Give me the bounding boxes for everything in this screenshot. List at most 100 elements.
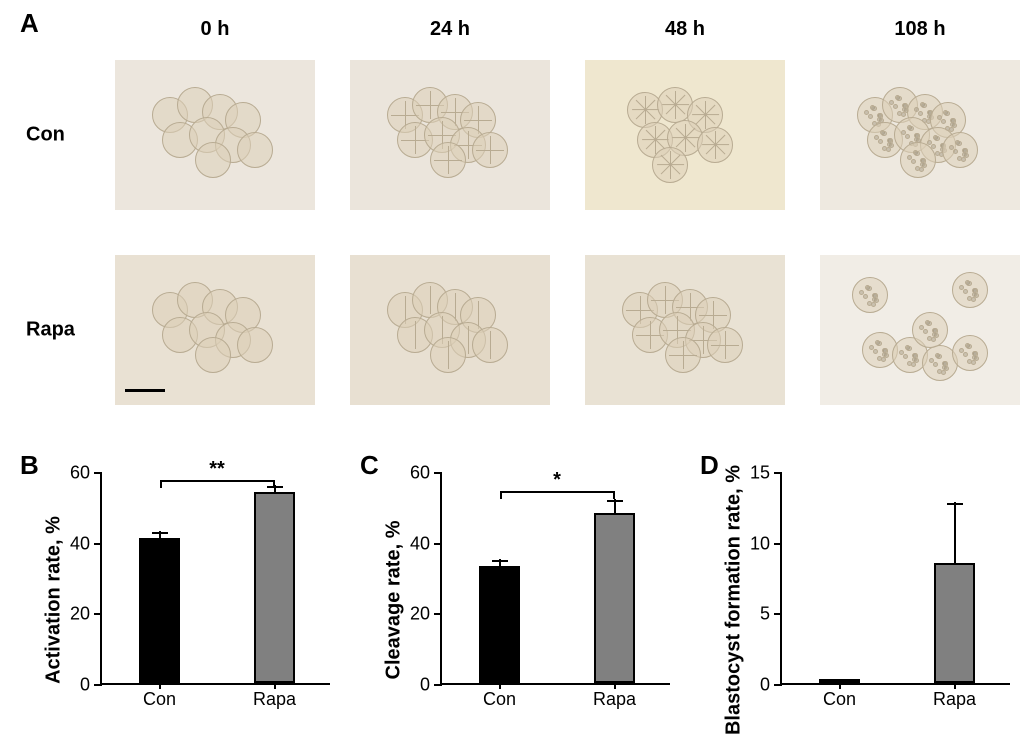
blastomere: [911, 159, 916, 164]
blastomere: [962, 152, 967, 157]
y-tick-label: 0: [80, 675, 90, 696]
panel-letter-D: D: [700, 450, 719, 481]
blastomere: [942, 365, 947, 370]
blastomere: [859, 290, 864, 295]
timepoint-label: 48 h: [665, 18, 705, 41]
blastomere: [919, 167, 924, 172]
blastomere: [927, 140, 932, 145]
blastomere: [937, 115, 942, 120]
bar-rapa: [594, 513, 634, 683]
blastomere: [889, 100, 894, 105]
blastomere: [959, 348, 964, 353]
micrograph: [115, 255, 315, 405]
y-tick: [774, 543, 782, 545]
blastomere: [882, 352, 887, 357]
blastomere: [934, 136, 939, 141]
panel-letter-B: B: [20, 450, 39, 481]
error-cap: [492, 560, 508, 562]
blastomere: [959, 285, 964, 290]
bar-rapa: [934, 563, 974, 683]
embryo-cell: [852, 277, 888, 313]
blastomere: [871, 106, 876, 111]
micrograph: [820, 255, 1020, 405]
blastomere: [966, 281, 971, 286]
blastomere: [878, 139, 883, 144]
row-label: Con: [26, 124, 65, 147]
blastomere: [876, 341, 881, 346]
blastomere: [971, 360, 976, 365]
embryo-cell: [707, 327, 743, 363]
significance-bracket-drop: [500, 491, 502, 499]
chart-C: 0204060ConRapa*Cleavage rate, %: [380, 465, 680, 735]
blastomere: [929, 358, 934, 363]
blastomere: [868, 114, 873, 119]
blastomere: [972, 292, 977, 297]
embryo-cell: [900, 142, 936, 178]
blastomere: [953, 149, 958, 154]
y-tick: [94, 684, 102, 686]
blastomere: [956, 141, 961, 146]
micrograph: [820, 60, 1020, 210]
y-tick-label: 0: [420, 675, 430, 696]
micrograph: [350, 60, 550, 210]
blastomere: [914, 151, 919, 156]
timepoint-label: 24 h: [430, 18, 470, 41]
x-tick-label: Con: [143, 689, 176, 710]
figure-root: ABCD0 h24 h48 h108 hConRapa0204060ConRap…: [0, 0, 1020, 745]
x-tick-label: Rapa: [253, 689, 296, 710]
micrograph: [115, 60, 315, 210]
embryo-cell: [952, 335, 988, 371]
timepoint-label: 108 h: [894, 18, 945, 41]
blastomere: [961, 157, 966, 162]
y-axis-title: Activation rate, %: [43, 516, 66, 684]
chart-D: 051015ConRapaBlastocyst formation rate, …: [720, 465, 1020, 735]
embryo-cell: [652, 147, 688, 183]
bar-con: [139, 538, 179, 683]
embryo-cell: [237, 327, 273, 363]
blastomere: [866, 286, 871, 291]
blastomere: [872, 297, 877, 302]
y-tick-label: 10: [750, 533, 770, 554]
blastomere: [903, 354, 908, 359]
blastomere: [963, 352, 968, 357]
scale-bar: [125, 389, 165, 392]
blastomere: [972, 355, 977, 360]
blastomere: [901, 130, 906, 135]
blastomere: [963, 289, 968, 294]
plot-area: 051015ConRapa: [780, 473, 1010, 685]
y-tick-label: 15: [750, 463, 770, 484]
y-tick: [94, 543, 102, 545]
blastomere: [886, 147, 891, 152]
y-tick-label: 60: [70, 463, 90, 484]
timepoint-label: 0 h: [201, 18, 230, 41]
y-tick-label: 60: [410, 463, 430, 484]
blastomere: [971, 297, 976, 302]
error-cap: [152, 532, 168, 534]
y-tick: [94, 613, 102, 615]
blastomere: [966, 344, 971, 349]
blastomere: [893, 104, 898, 109]
embryo-cell: [472, 132, 508, 168]
embryo-cell: [472, 327, 508, 363]
chart-B: 0204060ConRapa**Activation rate, %: [40, 465, 340, 735]
embryo-cell: [195, 142, 231, 178]
y-tick: [774, 613, 782, 615]
embryo-cell: [237, 132, 273, 168]
blastomere: [918, 111, 923, 116]
embryo-cell: [665, 337, 701, 373]
error-cap: [267, 486, 283, 488]
blastomere: [923, 329, 928, 334]
blastomere: [950, 122, 955, 127]
x-tick-label: Rapa: [933, 689, 976, 710]
blastomere: [908, 126, 913, 131]
blastomere: [936, 354, 941, 359]
embryo-cell: [697, 127, 733, 163]
blastomere: [905, 134, 910, 139]
y-tick: [434, 472, 442, 474]
micrograph: [350, 255, 550, 405]
y-tick-label: 40: [410, 533, 430, 554]
y-tick: [94, 472, 102, 474]
embryo-cell: [912, 312, 948, 348]
x-tick-label: Con: [483, 689, 516, 710]
blastomere: [907, 155, 912, 160]
